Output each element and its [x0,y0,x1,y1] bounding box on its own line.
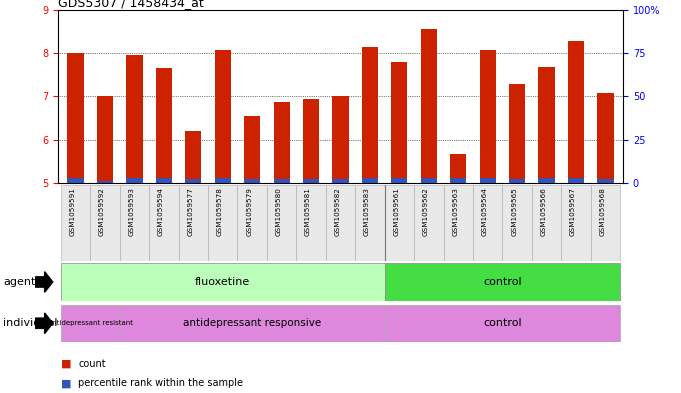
Bar [67,53,84,183]
Text: GSM1059580: GSM1059580 [276,187,282,236]
Bar [392,178,407,183]
Text: GSM1059577: GSM1059577 [187,187,193,236]
Bar [267,185,296,261]
Bar [127,178,142,183]
Bar [443,185,473,261]
Bar [597,179,614,183]
Text: control: control [483,318,522,328]
Bar [149,185,178,261]
Text: ■: ■ [61,358,72,369]
Bar [185,131,202,183]
Bar [385,263,620,301]
Bar [590,185,620,261]
Bar [509,179,525,183]
Bar [238,185,267,261]
Text: GSM1059563: GSM1059563 [452,187,458,236]
Text: GSM1059578: GSM1059578 [217,187,223,236]
Text: GSM1059593: GSM1059593 [129,187,134,236]
Bar [67,178,84,183]
Bar [244,179,260,183]
Bar [296,185,326,261]
Text: ■: ■ [61,378,72,388]
Text: GSM1059561: GSM1059561 [394,187,399,236]
Bar [120,305,385,342]
Bar [208,185,238,261]
Text: GDS5307 / 1458434_at: GDS5307 / 1458434_at [58,0,204,9]
Bar [450,178,466,183]
Bar [156,68,172,183]
Bar [120,185,149,261]
Bar [326,185,355,261]
Bar [421,178,437,183]
Text: GSM1059567: GSM1059567 [570,187,576,236]
Text: fluoxetine: fluoxetine [195,277,251,287]
Bar [332,179,349,183]
Bar [473,185,503,261]
Text: GSM1059565: GSM1059565 [511,187,517,236]
Text: antidepressant responsive: antidepressant responsive [183,318,321,328]
Bar [561,185,590,261]
Bar [274,102,289,183]
Text: GSM1059566: GSM1059566 [541,187,547,236]
Bar [91,185,120,261]
Text: GSM1059562: GSM1059562 [423,187,429,236]
Bar [362,46,378,183]
Bar [97,181,113,183]
Text: percentile rank within the sample: percentile rank within the sample [78,378,243,388]
Bar [568,178,584,183]
Bar [450,154,466,183]
Text: GSM1059581: GSM1059581 [305,187,311,236]
Bar [597,93,614,183]
Text: control: control [483,277,522,287]
Bar [539,67,554,183]
Bar [215,178,231,183]
Bar [568,41,584,183]
Bar [414,185,443,261]
Bar [385,305,620,342]
FancyArrow shape [35,313,52,334]
Bar [61,305,120,342]
Bar [97,96,113,183]
Text: GSM1059579: GSM1059579 [247,187,252,236]
Bar [303,99,319,183]
Bar [61,263,385,301]
Bar [532,185,561,261]
Bar [385,185,414,261]
Bar [244,116,260,183]
Text: GSM1059564: GSM1059564 [481,187,488,236]
Bar [479,178,496,183]
Text: agent: agent [3,277,36,287]
FancyArrow shape [35,272,52,292]
Bar [61,185,91,261]
Text: GSM1059594: GSM1059594 [158,187,164,236]
Bar [509,84,525,183]
Text: individual: individual [3,318,58,328]
Text: GSM1059591: GSM1059591 [69,187,76,236]
Text: GSM1059568: GSM1059568 [599,187,605,236]
Text: GSM1059592: GSM1059592 [99,187,105,236]
Bar [362,178,378,183]
Bar [156,178,172,183]
Bar [539,178,554,183]
Bar [332,96,349,183]
Text: count: count [78,358,106,369]
Bar [421,29,437,183]
Text: GSM1059583: GSM1059583 [364,187,370,236]
Bar [127,55,142,183]
Text: antidepressant resistant: antidepressant resistant [48,320,133,326]
Bar [303,179,319,183]
Bar [503,185,532,261]
Bar [479,50,496,183]
Text: GSM1059582: GSM1059582 [334,187,340,236]
Bar [178,185,208,261]
Bar [355,185,385,261]
Bar [215,50,231,183]
Bar [185,179,202,183]
Bar [392,62,407,183]
Bar [274,179,289,183]
